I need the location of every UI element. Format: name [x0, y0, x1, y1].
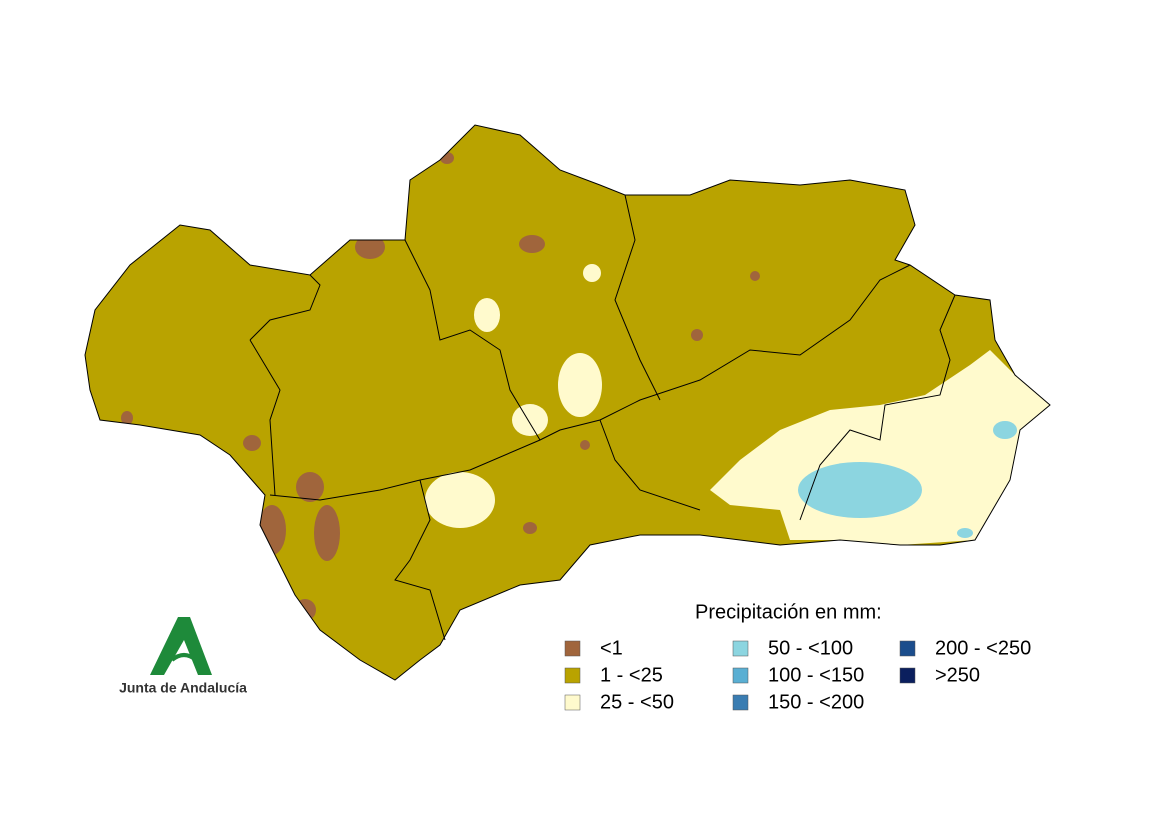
zone — [314, 505, 340, 561]
logo-mark — [170, 653, 198, 662]
legend-label: 25 - <50 — [600, 691, 674, 713]
province-border — [599, 419, 701, 511]
region-border — [84, 124, 1051, 681]
zone — [580, 440, 590, 450]
zone — [243, 435, 261, 451]
legend-swatch — [732, 640, 749, 657]
legend-swatch — [732, 667, 749, 684]
zone — [750, 271, 760, 281]
zone — [425, 472, 495, 528]
legend-label: 50 - <100 — [768, 637, 853, 659]
province-border — [404, 239, 541, 441]
zone — [993, 421, 1017, 439]
zone — [121, 411, 133, 425]
province-border — [799, 294, 956, 521]
legend-label: 200 - <250 — [935, 637, 1031, 659]
zone — [355, 235, 385, 259]
zone — [296, 472, 324, 502]
legend-label: >250 — [935, 664, 980, 686]
zone — [519, 235, 545, 253]
logo: Junta de Andalucía — [119, 617, 247, 696]
zone — [957, 528, 973, 538]
logo-text: Junta de Andalucía — [119, 680, 247, 696]
zone — [583, 264, 601, 282]
zone — [294, 599, 316, 621]
legend-swatch — [564, 694, 581, 711]
legend-label: 100 - <150 — [768, 664, 864, 686]
legend-swatch — [732, 694, 749, 711]
province-border — [249, 274, 321, 341]
zone — [691, 329, 703, 341]
borders — [84, 124, 1051, 681]
legend: <1 1 - <25 25 - <50 50 - <100 100 - <150 150 … — [564, 637, 1031, 713]
legend-swatch — [899, 667, 916, 684]
legend-swatch — [899, 640, 916, 657]
legend-label: <1 — [600, 637, 623, 659]
zone — [512, 404, 548, 436]
legend-swatch — [564, 640, 581, 657]
zone — [798, 462, 922, 518]
legend-title: Precipitación en mm: — [695, 601, 882, 623]
province-border — [249, 339, 281, 496]
province-border — [394, 479, 446, 641]
legend-label: 1 - <25 — [600, 664, 663, 686]
zone — [558, 353, 602, 417]
zone — [474, 298, 500, 332]
zone — [523, 522, 537, 534]
legend-label: 150 - <200 — [768, 691, 864, 713]
legend-swatch — [564, 667, 581, 684]
zone — [710, 350, 1050, 545]
province-border — [614, 194, 661, 401]
logo-mark — [150, 617, 212, 675]
